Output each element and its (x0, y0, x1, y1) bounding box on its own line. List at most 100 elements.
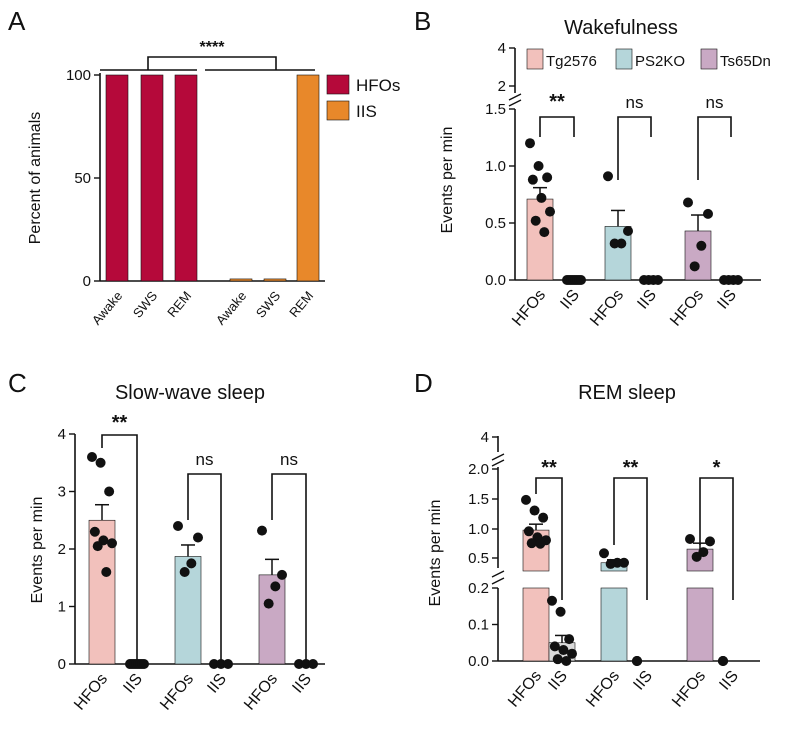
panel-A-legend-swatch (326, 100, 350, 121)
panel-D-tick-label: 1.0 (468, 521, 489, 538)
panel-D-point-Tg2576-HFOs (521, 494, 531, 505)
panel-A-tick-label: 50 (74, 170, 91, 187)
panel-B-significance-label: ** (549, 91, 565, 113)
panel-C-point-Tg2576-IIS (139, 659, 149, 669)
panel-B-significance-label: ns (706, 93, 724, 112)
panel-C-tick-label: 3 (58, 484, 66, 501)
panel-letter-C: C (8, 368, 27, 398)
panel-C-point-Tg2576-HFOs (104, 486, 115, 497)
panel-C-point-Tg2576-HFOs (87, 452, 97, 462)
panel-D-point-PS2KO-IIS (632, 656, 642, 666)
panel-D-x-tick-label: HFOs (505, 668, 545, 711)
panel-D-tick-label: 0.5 (468, 550, 489, 567)
panel-letter-D: D (414, 368, 433, 398)
panel-D-bar-Tg2576-HFOs-lower (522, 587, 550, 662)
panel-B-point-Ts65Dn-HFOs (683, 197, 693, 208)
panel-D-x-tick-label: HFOs (669, 668, 709, 711)
panel-C-point-Tg2576-HFOs (89, 526, 100, 537)
panel-B-x-tick-label: HFOs (667, 287, 707, 330)
panel-D-title: REM sleep (578, 382, 676, 404)
panel-C-significance-bracket (187, 473, 222, 660)
panel-C-tick-label: 0 (58, 656, 66, 673)
panel-D-point-Tg2576-IIS (555, 606, 566, 617)
panel-D-tick-label: 0.1 (468, 617, 489, 634)
panel-C-point-Ts65Dn-IIS (301, 659, 311, 669)
panel-C-point-PS2KO-HFOs (186, 558, 197, 569)
panel-D-point-Tg2576-IIS (549, 641, 560, 652)
panel-A-x-tick-label: REM (286, 288, 316, 320)
panel-D-significance-bracket (699, 477, 734, 600)
panel-D-tick-label: 0.2 (468, 580, 489, 597)
panel-D-tick-label: 4 (481, 429, 489, 446)
panel-B-point-Tg2576-IIS (576, 275, 586, 285)
panel-B-point-Tg2576-HFOs (530, 215, 541, 226)
panel-D-tick-label: 1.5 (468, 491, 489, 508)
panel-B-tick-label: 0.0 (485, 272, 506, 289)
panel-D-point-Tg2576-HFOs (523, 526, 534, 537)
panel-D-point-Tg2576-HFOs (526, 538, 537, 549)
panel-B-title: Wakefulness (564, 17, 678, 39)
panel-A-bar-HFOs-SWS (140, 74, 164, 282)
panel-C-significance-label: ** (112, 412, 128, 434)
panel-B-point-PS2KO-IIS (653, 275, 663, 285)
panel-C-y-label: Events per min (29, 497, 46, 604)
panel-B-point-Ts65Dn-IIS (733, 275, 743, 285)
panel-A-significance-bracket (147, 56, 277, 70)
panel-B-significance-bracket (539, 116, 575, 137)
panel-A-x-tick-label: SWS (130, 288, 161, 321)
panel-D-bar-Ts65Dn-HFOs-lower (686, 587, 714, 662)
panel-C-point-PS2KO-IIS (216, 659, 226, 669)
panel-C-point-PS2KO-IIS (209, 659, 219, 669)
panel-A-x-tick-label: SWS (253, 288, 284, 321)
panel-D-point-Tg2576-HFOs (529, 505, 540, 516)
panel-A-bar-HFOs-REM (174, 74, 198, 282)
panel-A-significance-label: **** (200, 39, 226, 56)
panel-D-tick-label: 0.0 (468, 653, 489, 670)
panel-C-x-tick-label: HFOs (71, 671, 111, 714)
panel-D-significance-bracket (535, 477, 563, 600)
panel-B-x-tick-label: IIS (557, 287, 583, 313)
panel-D-point-Tg2576-IIS (558, 645, 569, 656)
panel-B-point-Tg2576-HFOs (539, 227, 550, 238)
panel-D-point-Tg2576-HFOs (535, 538, 546, 549)
panel-B-point-PS2KO-HFOs (609, 238, 620, 249)
panel-B-point-Tg2576-HFOs (533, 161, 544, 171)
panel-letter-B: B (414, 6, 431, 36)
panel-B-tick-label: 1.0 (485, 158, 506, 175)
panel-B-x-tick-label: HFOs (509, 287, 549, 330)
panel-B-legend-label: PS2KO (635, 53, 685, 70)
panel-B-point-Tg2576-HFOs (545, 206, 555, 217)
panel-B-point-Ts65Dn-HFOs (703, 208, 713, 219)
panel-B-point-PS2KO-HFOs (623, 225, 633, 236)
panel-A-tick-label: 100 (66, 67, 91, 84)
panel-B-significance-bracket (617, 116, 652, 180)
panel-A-bar-IIS-SWS (263, 278, 287, 282)
panel-D-point-Ts65Dn-HFOs (691, 551, 702, 562)
panel-C-point-Tg2576-HFOs (92, 541, 103, 552)
panel-D-x-tick-label: IIS (716, 668, 742, 694)
panel-D-point-PS2KO-HFOs (599, 548, 609, 559)
panel-A-tick-label: 0 (83, 273, 91, 290)
panel-C-significance-label: ns (196, 450, 214, 469)
panel-D-point-Tg2576-HFOs (538, 512, 549, 523)
panel-D-tick-label: 2.0 (468, 461, 489, 478)
panel-C-point-PS2KO-HFOs (179, 567, 190, 577)
panel-D-significance-label: * (713, 457, 721, 479)
panel-C-point-PS2KO-HFOs (173, 521, 183, 531)
panel-B-point-PS2KO-HFOs (603, 171, 613, 182)
panel-C-point-Tg2576-HFOs (107, 538, 117, 549)
panel-A-legend-swatch (326, 74, 350, 95)
panel-B-legend-label: Ts65Dn (720, 53, 771, 70)
panel-C-significance-bracket (101, 434, 138, 660)
panel-B-bar-Ts65Dn-HFOs (684, 230, 712, 281)
panel-D-point-PS2KO-HFOs (605, 558, 616, 569)
panel-letter-A: A (8, 6, 26, 36)
panel-B-x-tick-label: IIS (714, 287, 740, 313)
panel-A-bar-HFOs-Awake (105, 74, 129, 282)
panel-B-point-Ts65Dn-HFOs (689, 261, 700, 272)
panel-D-point-Ts65Dn-IIS (718, 656, 728, 666)
panel-B-legend-swatch (700, 48, 718, 70)
panel-B-point-Tg2576-HFOs (527, 174, 538, 185)
panel-B-tick-label: 2 (498, 78, 506, 95)
